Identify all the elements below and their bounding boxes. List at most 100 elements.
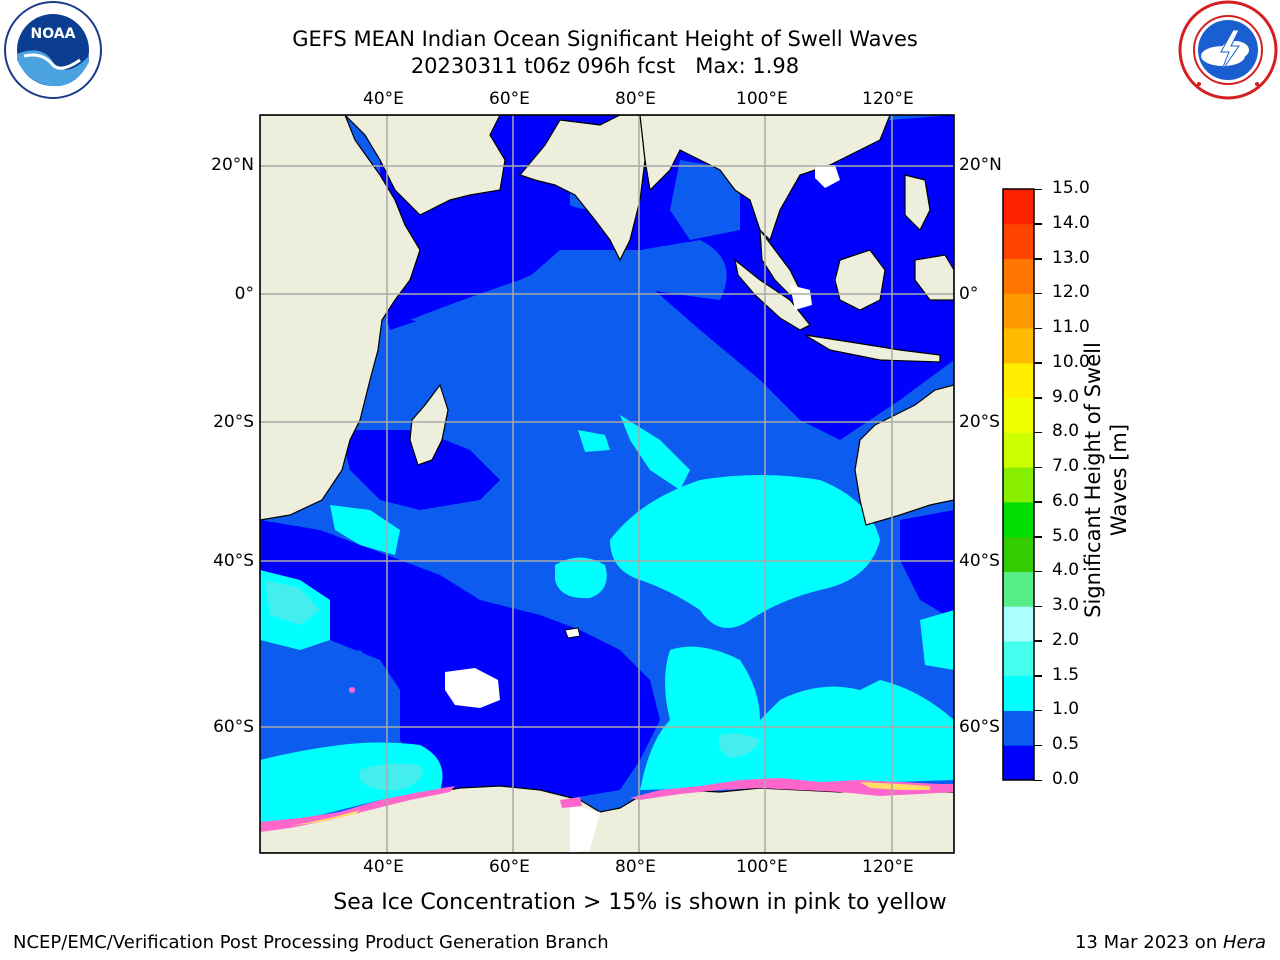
- colorbar-swatch: [1003, 189, 1034, 225]
- cyan-zone-south-east: [640, 646, 954, 790]
- lat-tick-left-20n: 20°N: [211, 155, 254, 175]
- lon-tick-bottom-80: 80°E: [615, 857, 656, 877]
- lon-tick-bottom-60: 60°E: [489, 857, 530, 877]
- colorbar-swatch: [1003, 501, 1034, 538]
- colorbar-tick-label: 10.0: [1052, 351, 1090, 372]
- chart-title: GEFS MEAN Indian Ocean Significant Heigh…: [292, 27, 918, 51]
- footer-host: Hera: [1222, 932, 1266, 953]
- colorbar-tick-label: 14.0: [1052, 212, 1090, 233]
- colorbar-tick-mark: [1034, 292, 1042, 295]
- lon-tick-top-100: 100°E: [736, 89, 788, 109]
- lat-tick-left-60s: 60°S: [213, 717, 254, 737]
- colorbar-swatch: [1003, 675, 1034, 711]
- lat-tick-right-40s: 40°S: [959, 551, 1000, 571]
- colorbar-swatch: [1003, 362, 1034, 399]
- sea-ice-west: [260, 786, 455, 832]
- footer-left: NCEP/EMC/Verification Post Processing Pr…: [13, 932, 609, 953]
- lon-tick-top-40: 40°E: [363, 89, 404, 109]
- lat-tick-right-0: 0°: [959, 284, 979, 304]
- colorbar-swatch: [1003, 710, 1034, 746]
- colorbar-tick-mark: [1034, 223, 1042, 225]
- land-arabia: [260, 115, 506, 216]
- colorbar-swatch: [1003, 536, 1034, 572]
- kerguelen-nodata: [445, 668, 500, 708]
- colorbar-tick-label: 9.0: [1052, 386, 1080, 407]
- lat-tick-left-20s: 20°S: [213, 412, 254, 432]
- colorbar-tick-label: 1.5: [1052, 664, 1080, 685]
- land-india: [518, 115, 646, 262]
- colorbar-label: Significant Height of Swell Waves [m]: [1081, 342, 1131, 618]
- lon-tick-top-60: 60°E: [489, 89, 530, 109]
- colorbar-tick-label: 0.5: [1052, 734, 1080, 755]
- colorbar-tick-label: 12.0: [1052, 282, 1090, 303]
- map-frame: [259, 114, 955, 854]
- colorbar-tick-mark: [1034, 536, 1042, 538]
- colorbar-tick-label: 1.0: [1052, 699, 1080, 720]
- land-africa: [260, 115, 421, 521]
- colorbar-tick-label: 3.0: [1052, 595, 1080, 616]
- colorbar-tick-mark: [1034, 258, 1042, 260]
- nws-logo-icon: [1177, 0, 1279, 100]
- noaa-logo-text: NOAA: [31, 26, 76, 42]
- colorbar-tick-mark: [1034, 675, 1042, 677]
- colorbar-tick-mark: [1034, 570, 1042, 573]
- lat-tick-left-40s: 40°S: [213, 551, 254, 571]
- colorbar-tick-label: 6.0: [1052, 490, 1080, 511]
- lat-tick-right-20n: 20°N: [959, 155, 1002, 175]
- colorbar-tick-mark: [1034, 640, 1042, 642]
- lon-tick-bottom-120: 120°E: [862, 857, 914, 877]
- colorbar: [1002, 188, 1035, 781]
- deep-zone-south: [260, 520, 660, 800]
- land-australia: [854, 384, 954, 526]
- colorbar-tick-mark: [1034, 362, 1042, 364]
- colorbar-tick-mark: [1034, 709, 1042, 712]
- colorbar-tick-label: 15.0: [1052, 178, 1090, 198]
- colorbar-tick-label: 8.0: [1052, 421, 1080, 442]
- footer-date: 13 Mar 2023 on: [1074, 932, 1223, 953]
- colorbar-tick-mark: [1034, 744, 1042, 747]
- colorbar-tick-mark: [1034, 605, 1042, 608]
- gridlines: [260, 115, 954, 853]
- colorbar-swatch: [1003, 223, 1034, 260]
- lon-tick-bottom-100: 100°E: [736, 857, 788, 877]
- land-borneo: [834, 249, 886, 311]
- colorbar-tick-mark: [1034, 397, 1042, 399]
- land-sumatra: [734, 258, 811, 331]
- colorbar-tick-mark: [1034, 327, 1042, 330]
- colorbar-tick-mark: [1034, 431, 1042, 434]
- colorbar-swatch: [1003, 606, 1034, 642]
- colorbar-swatch: [1003, 258, 1034, 294]
- colorbar-tick-label: 2.0: [1052, 629, 1080, 650]
- lat-tick-left-0: 0°: [234, 284, 254, 304]
- chart-subtitle: 20230311 t06z 096h fcst Max: 1.98: [410, 54, 800, 78]
- colorbar-tick-label: 7.0: [1052, 456, 1080, 477]
- colorbar-swatch: [1003, 571, 1034, 607]
- colorbar-tick-label: 0.0: [1052, 769, 1080, 789]
- colorbar-swatch: [1003, 432, 1034, 468]
- lon-tick-bottom-40: 40°E: [363, 857, 404, 877]
- colorbar-swatch: [1003, 640, 1034, 677]
- sea-ice-caption: Sea Ice Concentration > 15% is shown in …: [333, 890, 947, 915]
- colorbar-tick-label: 4.0: [1052, 560, 1080, 581]
- noaa-logo-icon: NOAA: [2, 0, 104, 100]
- land-madagascar: [409, 383, 449, 466]
- colorbar-tick-mark: [1034, 466, 1042, 469]
- colorbar-tick-mark: [1034, 501, 1042, 503]
- colorbar-swatch: [1003, 745, 1034, 781]
- colorbar-swatch: [1003, 293, 1034, 329]
- colorbar-tick-label: 13.0: [1052, 247, 1090, 268]
- colorbar-tick-label: 11.0: [1052, 317, 1090, 338]
- colorbar-swatch: [1003, 467, 1034, 503]
- colorbar-tick-mark: [1034, 188, 1042, 190]
- lon-tick-top-80: 80°E: [615, 89, 656, 109]
- colorbar-tick-label: 5.0: [1052, 525, 1080, 546]
- colorbar-tick-mark: [1034, 779, 1042, 781]
- colorbar-swatch: [1003, 328, 1034, 364]
- lon-tick-top-120: 120°E: [862, 89, 914, 109]
- cyan-zone-central: [610, 475, 880, 628]
- colorbar-swatch: [1003, 397, 1034, 433]
- lat-tick-right-20s: 20°S: [959, 412, 1000, 432]
- lat-tick-right-60s: 60°S: [959, 717, 1000, 737]
- deep-zone-madagascar: [340, 430, 500, 510]
